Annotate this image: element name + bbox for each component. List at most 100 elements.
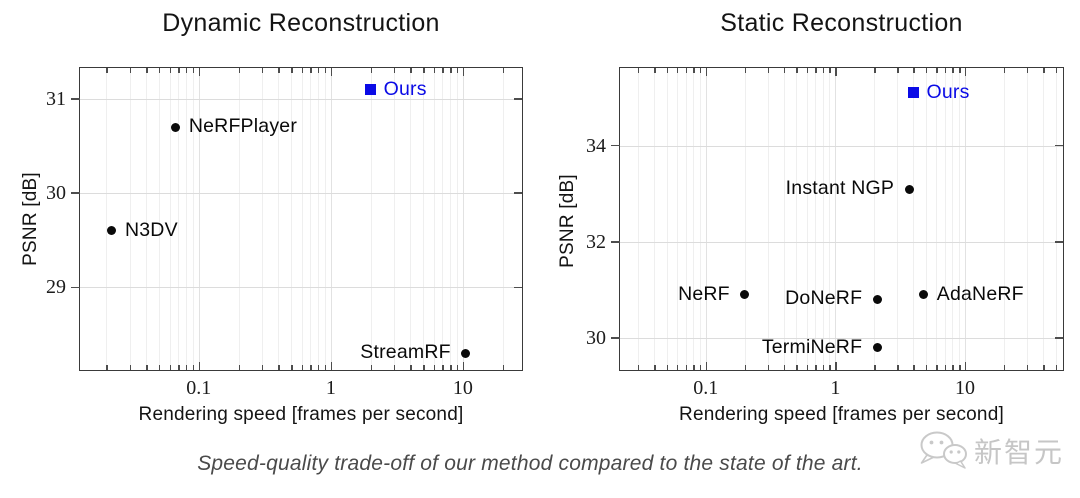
tick-mark [815, 365, 817, 370]
tick-mark [502, 365, 505, 370]
tick-mark [106, 365, 108, 370]
gridline [433, 68, 435, 370]
tick-mark [169, 68, 171, 73]
watermark-text: 新智元 [974, 437, 1065, 468]
tick-mark [410, 68, 412, 73]
tick-mark [423, 365, 425, 370]
tick-mark [198, 362, 201, 370]
tick-mark [514, 286, 522, 288]
tick-mark [178, 68, 180, 73]
tick-mark [502, 68, 505, 73]
tick-mark [442, 68, 444, 73]
tick-mark [944, 365, 947, 370]
tick-mark [159, 68, 161, 73]
tick-mark [815, 68, 817, 73]
gridline [370, 68, 372, 370]
gridline [456, 68, 458, 370]
tick-mark [926, 365, 928, 370]
gridline [261, 68, 263, 370]
gridline [192, 68, 194, 370]
tick-mark [301, 68, 303, 73]
y-tick-label: 31 [46, 88, 66, 111]
label-nerfplayer: NeRFPlayer [188, 115, 298, 138]
tick-mark [1004, 68, 1006, 73]
tick-mark [310, 68, 312, 73]
gridline [767, 68, 769, 370]
gridline [926, 68, 928, 370]
tick-mark [146, 68, 148, 73]
x-tick-label: 1 [325, 377, 336, 399]
tick-mark [796, 365, 798, 370]
plot-area-dynamic: 29 30 31 0.1 1 10 Ours NeRFPlayer N3DV StreamRF [46, 67, 523, 399]
gridline [186, 68, 187, 370]
gridline [744, 68, 746, 370]
tick-mark [952, 68, 954, 73]
gridline [685, 68, 687, 370]
tick-mark [514, 192, 522, 194]
tick-mark [693, 68, 695, 73]
tick-mark [959, 365, 961, 370]
marker-instant-ngp [904, 184, 914, 194]
gridline [620, 145, 1063, 147]
tick-mark [169, 365, 171, 370]
wechat-bubbles-icon [920, 431, 967, 469]
gridline [442, 68, 444, 370]
tick-mark [291, 365, 293, 370]
gridline [423, 68, 425, 370]
tick-mark [198, 68, 201, 76]
x-axis-label-dynamic: Rendering speed [frames per second] [138, 404, 464, 425]
label-terminerf: TermiNeRF [761, 335, 863, 358]
x-tick-label: 10 [955, 377, 976, 399]
marker-donerf [872, 294, 882, 304]
tick-mark [1055, 68, 1058, 73]
tick-mark [897, 68, 899, 73]
marker-nerf [740, 290, 750, 300]
gridline [393, 68, 395, 370]
gridline [1055, 68, 1057, 370]
tick-mark [1004, 365, 1006, 370]
tick-mark [1026, 68, 1029, 73]
gridline [822, 68, 824, 370]
tick-mark [1043, 68, 1045, 73]
gridline [462, 68, 464, 370]
gridline [80, 287, 522, 289]
gridline [637, 68, 639, 370]
label-n3dv: N3DV [124, 218, 178, 241]
tick-mark [238, 365, 240, 370]
tick-mark [450, 365, 452, 370]
tick-mark [310, 365, 312, 370]
tick-mark [637, 365, 640, 370]
tick-mark [926, 68, 928, 73]
plot-area-static: 30 32 34 0.1 1 10 Ours Instant NGP NeRF DoNeRF Ada… [586, 67, 1064, 399]
tick-mark [677, 68, 679, 73]
gridline [705, 68, 707, 370]
tick-mark [192, 68, 195, 73]
gridline [874, 68, 876, 370]
gridline [620, 337, 1063, 339]
tick-mark [699, 68, 702, 73]
tick-mark [301, 365, 303, 370]
tick-mark [611, 145, 620, 147]
gridline [913, 68, 915, 370]
y-tick-label: 30 [586, 326, 606, 349]
tick-mark [410, 365, 412, 370]
tick-mark [874, 68, 876, 73]
tick-mark [423, 68, 425, 73]
marker-adanerf [919, 290, 929, 300]
tick-mark [514, 98, 522, 100]
tick-mark [393, 68, 396, 73]
tick-mark [767, 68, 769, 73]
tick-mark [685, 68, 688, 73]
tick-mark [1055, 145, 1063, 147]
tick-mark [330, 68, 333, 76]
tick-mark [442, 365, 444, 370]
tick-mark [952, 365, 954, 370]
chart-title-dynamic: Dynamic Reconstruction [162, 9, 440, 37]
gridline [959, 68, 961, 370]
gridline [318, 68, 320, 370]
gridline [129, 68, 131, 370]
tick-mark [965, 68, 967, 76]
label-ours: Ours [383, 77, 427, 100]
gridline [936, 68, 938, 370]
tick-mark [744, 68, 747, 73]
